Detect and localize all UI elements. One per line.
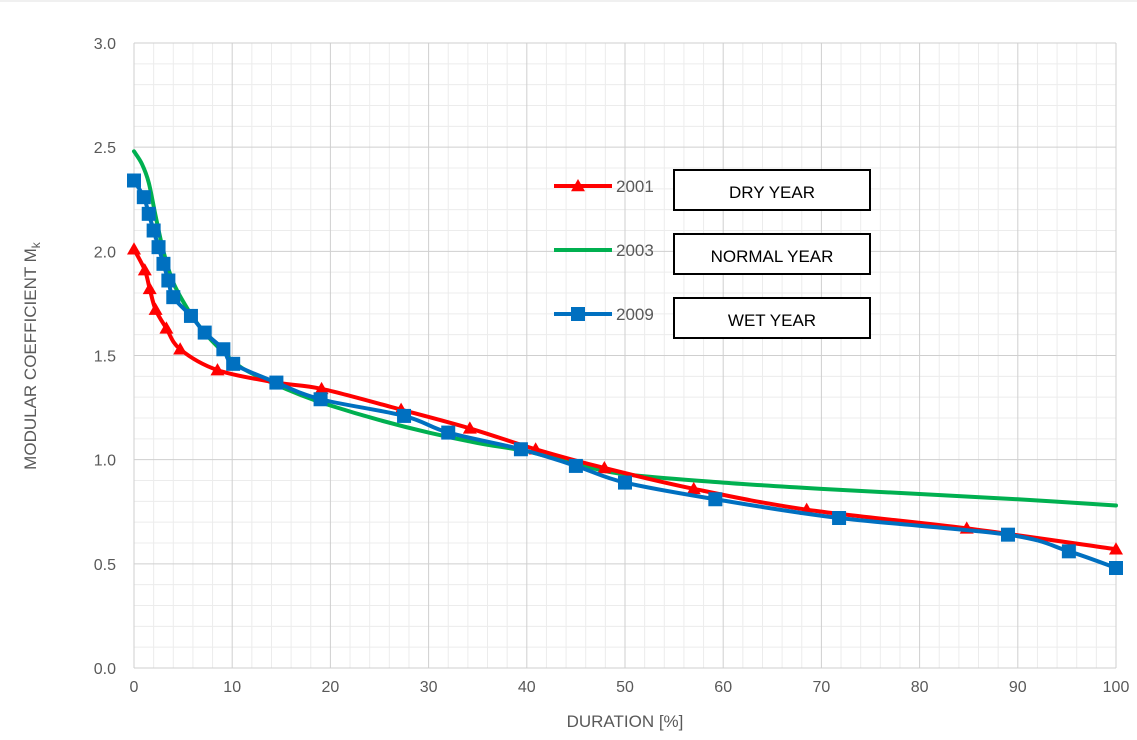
x-tick-label: 30	[420, 679, 438, 696]
data-point-2001	[137, 263, 152, 276]
data-point-2009	[166, 290, 181, 305]
y-axis-title: MODULAR COEFFICIENT Mk	[21, 241, 43, 470]
data-point-2001	[142, 281, 157, 295]
data-point-2009	[568, 458, 583, 473]
x-axis-title: DURATION [%]	[567, 712, 684, 731]
data-point-2001	[210, 363, 225, 376]
data-point-2009	[156, 256, 171, 271]
data-point-2001	[686, 481, 701, 495]
data-point-2009	[127, 173, 141, 188]
annotation-text: DRY YEAR	[729, 183, 815, 202]
data-point-2009	[141, 206, 156, 221]
legend-label: 2009	[616, 305, 654, 324]
tick-labels: 0 10 20 30 40 50 60 70 80 90 100 0.0 0.5 1.0 1.5 2.0 2.5…	[94, 36, 1130, 696]
data-point-2001	[127, 242, 141, 255]
x-tick-label: 90	[1009, 679, 1027, 696]
data-point-2009	[1061, 544, 1076, 559]
data-point-2009	[226, 356, 241, 371]
data-point-2009	[197, 325, 212, 340]
data-point-2001	[159, 321, 174, 334]
data-point-2009	[441, 425, 456, 440]
annotation-box	[673, 233, 871, 275]
data-point-2001	[148, 302, 163, 315]
legend-label: 2001	[616, 177, 654, 196]
data-point-2009	[1000, 527, 1015, 542]
legend-label: 2003	[616, 241, 654, 260]
x-tick-label: 20	[322, 679, 340, 696]
data-point-2009	[146, 223, 161, 238]
data-point-2001	[597, 461, 612, 474]
y-tick-label: 1.5	[94, 349, 116, 366]
data-point-2009	[618, 475, 632, 490]
data-point-2009	[708, 492, 723, 507]
data-point-2009	[216, 342, 231, 357]
data-point-2009	[161, 273, 176, 288]
data-point-2009	[313, 392, 328, 407]
y-axis-title-main: MODULAR COEFFICIENT M	[21, 248, 40, 470]
series-layer	[127, 149, 1123, 575]
legend-item-2003: 2003 NORMAL YEAR	[554, 233, 871, 275]
legend: 2001 DRY YEAR 2003 NORMAL YEAR 2009 WET YEAR	[554, 169, 871, 339]
y-tick-label: 1.0	[94, 453, 116, 470]
y-tick-label: 0.0	[94, 661, 116, 678]
legend-item-2001: 2001 DRY YEAR	[554, 169, 871, 211]
y-tick-label: 2.0	[94, 244, 116, 261]
x-tick-label: 70	[813, 679, 831, 696]
y-tick-label: 2.5	[94, 140, 116, 157]
annotation-text: WET YEAR	[728, 311, 816, 330]
y-tick-label: 3.0	[94, 36, 116, 53]
x-tick-label: 40	[518, 679, 536, 696]
y-axis-title-subscript: k	[29, 241, 43, 248]
data-point-2001	[462, 421, 477, 434]
annotation-box	[673, 297, 871, 339]
data-point-2009	[1109, 561, 1123, 575]
legend-swatch-marker	[571, 179, 585, 192]
data-point-2001	[314, 381, 329, 395]
x-tick-label: 0	[130, 679, 139, 696]
annotation-box	[673, 169, 871, 211]
annotation-text: NORMAL YEAR	[711, 247, 834, 266]
data-point-2009	[151, 240, 166, 255]
data-point-2009	[832, 511, 847, 525]
series-2009	[127, 173, 1123, 575]
data-point-2001	[1109, 542, 1123, 555]
x-tick-label: 100	[1103, 679, 1130, 696]
data-point-2009	[183, 308, 198, 323]
data-point-2009	[513, 442, 528, 457]
x-tick-label: 10	[223, 679, 241, 696]
x-tick-label: 60	[714, 679, 732, 696]
legend-swatch-marker	[571, 307, 585, 321]
grid-layer	[133, 42, 1117, 669]
data-point-2001	[173, 342, 188, 355]
data-point-2009	[397, 408, 412, 423]
y-tick-label: 0.5	[94, 557, 116, 574]
legend-item-2009: 2009 WET YEAR	[554, 297, 871, 339]
x-tick-label: 50	[616, 679, 634, 696]
x-tick-label: 80	[911, 679, 929, 696]
data-point-2009	[269, 375, 284, 390]
data-point-2009	[136, 190, 151, 205]
